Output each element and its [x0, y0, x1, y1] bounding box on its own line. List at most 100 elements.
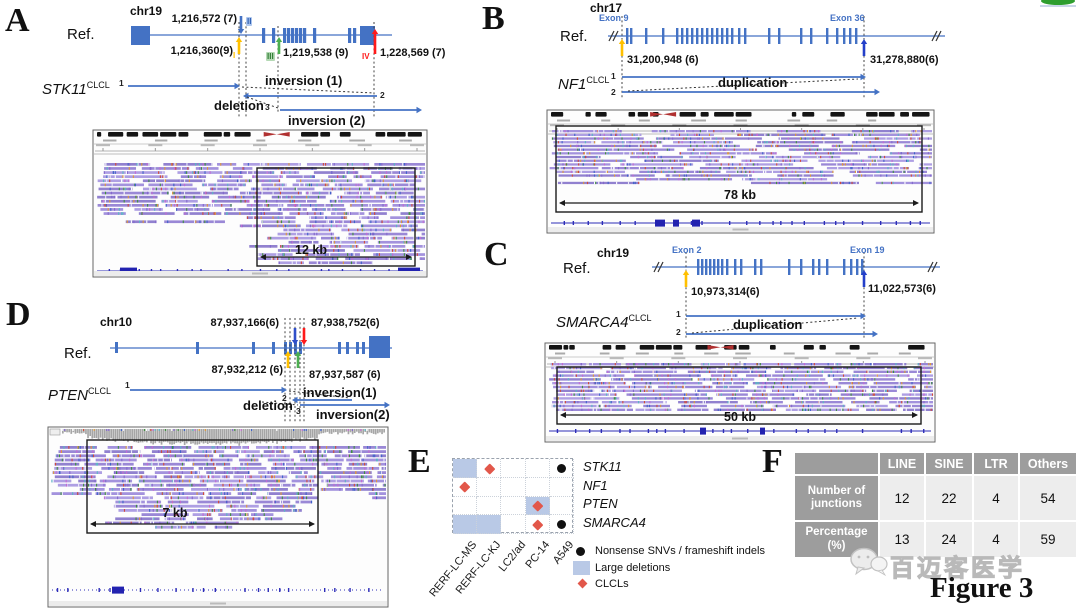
nonsense-dot-icon	[557, 520, 567, 530]
roman-numeral-iii: III	[266, 52, 275, 61]
matrix-cell	[453, 459, 478, 478]
panel-b-ref-label: Ref.	[560, 28, 588, 45]
table-corner-cell	[795, 453, 878, 474]
figure-caption: Figure 3	[930, 572, 1034, 604]
breakpoint-coord-c-left: 10,973,314(6)	[691, 286, 760, 298]
panel-d-gene-name: PTENCLCL	[48, 386, 111, 404]
exon-label-left-b: Exon 9	[599, 13, 629, 23]
legend-clcls-label: CLCLs	[595, 578, 629, 590]
sv-label-inversion2-d: inversion(2)	[316, 407, 390, 422]
exon-label-right-b: Exon 36	[830, 13, 865, 23]
panel-b-label: B	[482, 0, 505, 37]
sv-label-inversion1-d: inversion(1)	[303, 385, 377, 400]
table-row-header-junctions: Number of junctions	[795, 476, 878, 520]
matrix-cell	[501, 496, 526, 516]
legend-nonsense-label: Nonsense SNVs / frameshift indels	[595, 545, 765, 557]
panel-a-label: A	[5, 2, 30, 39]
alteration-matrix	[452, 458, 574, 534]
segment-number-2b: 2	[611, 87, 616, 97]
gene-superscript: CLCL	[88, 386, 112, 396]
breakpoint-coord-d-topright: 87,938,752(6)	[311, 317, 380, 329]
panel-f-label: F	[762, 443, 783, 480]
igv-span-label-d: 7 kb	[162, 506, 188, 520]
breakpoint-coord-a4: 1,228,569 (7)	[380, 47, 446, 59]
panel-c-chromosome: chr19	[597, 246, 630, 260]
panel-c-ref-label: Ref.	[563, 260, 591, 277]
segment-number-1: 1	[119, 78, 124, 88]
legend-square-icon	[573, 561, 590, 575]
matrix-cell	[549, 477, 574, 497]
table-value: 4	[974, 476, 1018, 520]
igv-screenshot-d	[47, 426, 389, 608]
table-value: 4	[974, 522, 1018, 557]
watermark-text: 百迈客医学	[890, 555, 1025, 583]
breakpoint-coord-b-right: 31,278,880(6)	[870, 54, 939, 66]
table-col-others: Others	[1020, 453, 1076, 474]
sv-label-duplication-c: duplication	[733, 317, 803, 332]
panel-b-chromosome: chr17	[590, 1, 623, 15]
sv-label-inversion2: inversion (2)	[288, 113, 366, 128]
sv-label-deletion-d: deletion	[243, 398, 293, 413]
matrix-cell	[453, 496, 478, 516]
table-col-line: LINE	[880, 453, 924, 474]
matrix-cell	[501, 459, 526, 478]
segment-number-2: 2	[380, 90, 385, 100]
roman-numeral-i: I	[233, 51, 236, 60]
panel-c-gene-name: SMARCA4CLCL	[556, 313, 652, 331]
matrix-cell	[477, 459, 502, 478]
igv-screenshot-c	[544, 342, 936, 443]
sv-label-deletion: deletion	[214, 98, 264, 113]
table-value: 13	[880, 522, 924, 557]
panel-b-gene-name: NF1CLCL	[558, 75, 609, 93]
table-col-sine: SINE	[926, 453, 972, 474]
gene-superscript: CLCL	[628, 313, 652, 323]
matrix-cell	[525, 459, 550, 478]
matrix-cell	[525, 477, 550, 497]
breakpoint-coord-c-right: 11,022,573(6)	[868, 283, 936, 295]
sv-label-inversion1: inversion (1)	[265, 73, 343, 88]
matrix-gene-smarca4: SMARCA4	[583, 515, 646, 530]
table-value: 12	[880, 476, 924, 520]
segment-number-3: 3	[265, 102, 270, 112]
matrix-gene-stk11: STK11	[583, 459, 622, 474]
panel-a-chromosome: chr19	[130, 4, 163, 18]
breakpoint-coord-b-left: 31,200,948 (6)	[627, 54, 699, 66]
junction-repeat-table: LINE SINE LTR Others Number of junctions…	[795, 453, 1076, 557]
table-value: 22	[926, 476, 972, 520]
panel-c-label: C	[484, 236, 509, 273]
table-value: 54	[1020, 476, 1076, 520]
igv-screenshot-b	[546, 109, 935, 234]
breakpoint-coord-d-botright: 87,937,587 (6)	[309, 369, 381, 381]
roman-numeral-ii: II	[246, 17, 253, 26]
panel-e-label: E	[408, 443, 431, 480]
legend-large-deletions-label: Large deletions	[595, 562, 671, 574]
panel-d-ref-label: Ref.	[64, 345, 92, 362]
matrix-cell	[453, 477, 478, 497]
panel-d-chromosome: chr10	[100, 315, 133, 329]
table-value: 59	[1020, 522, 1076, 557]
matrix-gene-pten: PTEN	[583, 496, 618, 511]
gene-superscript: CLCL	[86, 80, 110, 90]
matrix-cell	[549, 459, 574, 478]
panel-a-gene-name: STK11CLCL	[42, 80, 110, 98]
gene-symbol: PTEN	[48, 387, 89, 404]
exon-label-right-c: Exon 19	[850, 245, 885, 255]
gene-symbol: STK11	[42, 81, 87, 98]
table-col-ltr: LTR	[974, 453, 1018, 474]
igv-screenshot-a	[92, 129, 428, 278]
segment-number-1b: 1	[611, 71, 616, 81]
matrix-cell	[477, 496, 502, 516]
segment-number-1d: 1	[125, 380, 130, 390]
gene-symbol: SMARCA4	[556, 314, 629, 331]
igv-span-label-b: 78 kb	[724, 188, 756, 202]
matrix-cell	[477, 515, 502, 534]
breakpoint-coord-a3: 1,219,538 (9)	[283, 47, 349, 59]
gene-superscript: CLCL	[586, 75, 610, 85]
breakpoint-coord-a2: 1,216,572 (7)	[171, 13, 237, 25]
roman-numeral-iv: IV	[362, 52, 370, 61]
nonsense-dot-icon	[557, 463, 567, 473]
igv-span-label-c: 50 kb	[724, 410, 756, 424]
matrix-gene-nf1: NF1	[583, 478, 608, 493]
